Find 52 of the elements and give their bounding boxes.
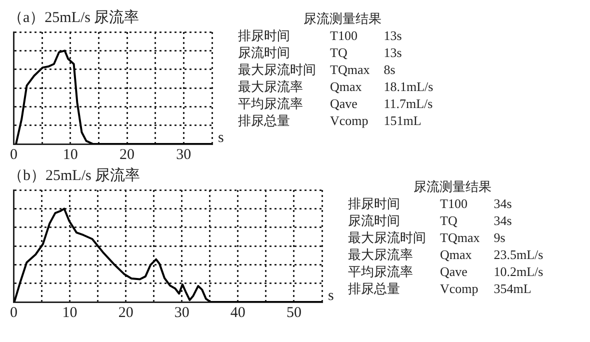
text: Qave xyxy=(330,95,358,112)
chart-title: （a）25mL/s 尿流率 xyxy=(8,8,140,28)
text: 最大尿流时间 xyxy=(238,61,317,78)
text: 354mL xyxy=(494,280,532,297)
text: Qave xyxy=(440,263,468,280)
x-tick-label: 30 xyxy=(176,146,192,163)
text: 最大尿流时间 xyxy=(348,229,427,246)
text: Qmax xyxy=(440,246,473,263)
text: 13s xyxy=(384,44,403,61)
text: 尿流时间 xyxy=(238,44,291,61)
text: 最大尿流率 xyxy=(238,78,304,95)
x-tick-label: 10 xyxy=(62,304,78,321)
x-tick-label: 20 xyxy=(120,146,135,163)
text: 9s xyxy=(494,229,506,246)
text: 平均尿流率 xyxy=(238,95,304,112)
text: 排尿时间 xyxy=(348,195,401,212)
text: TQ xyxy=(440,212,458,229)
text: 平均尿流率 xyxy=(348,263,414,280)
x-tick-label: 0 xyxy=(10,304,18,321)
text: 10.2mL/s xyxy=(494,263,544,280)
x-tick-label: 40 xyxy=(230,304,246,321)
text: 23.5mL/s xyxy=(494,246,544,263)
x-tick-label: 0 xyxy=(10,146,18,163)
text: 34s xyxy=(494,212,513,229)
text: 排尿总量 xyxy=(238,112,291,129)
text: T100 xyxy=(440,195,468,212)
text: 排尿时间 xyxy=(238,27,291,44)
x-axis-title: s xyxy=(218,130,224,146)
x-tick-label: 10 xyxy=(62,146,78,163)
text: 最大尿流率 xyxy=(348,246,414,263)
x-tick-label: 30 xyxy=(174,304,190,321)
text: Vcomp xyxy=(440,280,480,297)
chart-title: （b）25mL/s 尿流率 xyxy=(8,166,142,186)
text: TQmax xyxy=(440,229,481,246)
text: 尿流时间 xyxy=(348,212,401,229)
text: TQmax xyxy=(330,61,371,78)
text: 尿流测量结果 xyxy=(302,10,383,27)
x-tick-label: 20 xyxy=(118,304,134,321)
text: 13s xyxy=(384,27,403,44)
text: 排尿总量 xyxy=(348,280,401,297)
x-tick-label: 50 xyxy=(286,304,302,321)
text: 尿流测量结果 xyxy=(412,178,493,195)
text: Qmax xyxy=(330,78,363,95)
text: TQ xyxy=(330,44,348,61)
text: Vcomp xyxy=(330,112,370,129)
text: 151mL xyxy=(384,112,422,129)
text: 11.7mL/s xyxy=(384,95,434,112)
x-axis-title: s xyxy=(328,288,334,304)
text: 34s xyxy=(494,195,513,212)
text: 18.1mL/s xyxy=(384,78,434,95)
text: 8s xyxy=(384,61,396,78)
text: T100 xyxy=(330,27,358,44)
